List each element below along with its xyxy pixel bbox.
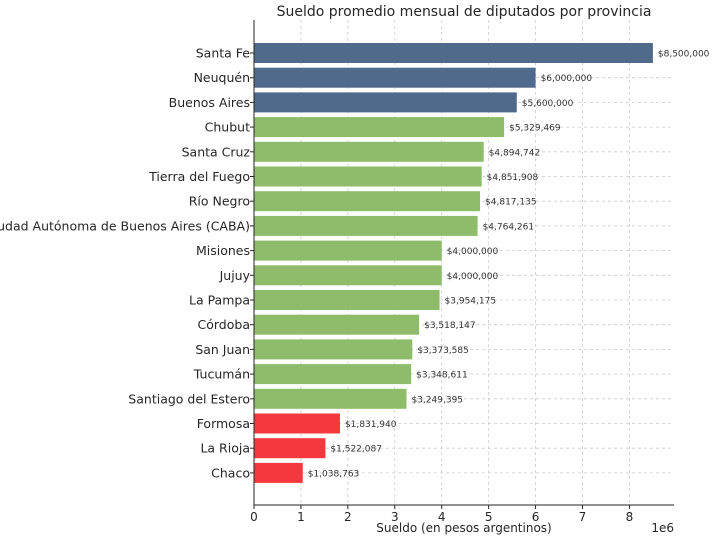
value-label: $3,348,611: [416, 371, 468, 381]
category-label: Río Negro: [189, 194, 250, 209]
bar: [254, 240, 442, 261]
bar: [254, 67, 536, 88]
bar: [254, 191, 481, 212]
value-label: $5,600,000: [522, 99, 574, 109]
bar: [254, 438, 326, 459]
bar: [254, 215, 478, 236]
bar: [254, 462, 303, 483]
bar: [254, 166, 482, 187]
x-tick-label: 3: [391, 510, 399, 524]
chart-title: Sueldo promedio mensual de diputados por…: [277, 4, 652, 20]
bar: [254, 339, 413, 360]
x-scale-label: 1e6: [651, 521, 674, 535]
category-label: Chubut: [205, 120, 250, 135]
category-labels: Santa Fe Neuquén Buenos Aires Chubut Santa C…: [0, 46, 254, 480]
x-tick-label: 6: [532, 510, 540, 524]
bar: [254, 117, 505, 138]
bar: [254, 265, 442, 286]
x-tick-label: 2: [344, 510, 352, 524]
category-label: La Pampa: [189, 293, 250, 308]
category-label: Jujuy: [219, 268, 251, 283]
category-label: Tierra del Fuego: [148, 169, 250, 184]
value-label: $4,764,261: [483, 222, 535, 232]
bar: [254, 314, 420, 335]
value-label: $4,000,000: [447, 272, 499, 282]
x-ticks: 0 1 2 3 4 5 6 7 8: [250, 505, 633, 524]
x-axis-label: Sueldo (en pesos argentinos): [376, 521, 551, 535]
value-label: $4,851,908: [487, 173, 539, 183]
x-tick-label: 4: [438, 510, 446, 524]
value-label: $3,373,585: [417, 346, 469, 356]
x-tick-label: 0: [250, 510, 258, 524]
category-label: Santa Fe: [196, 46, 251, 61]
category-label: Santiago del Estero: [128, 391, 250, 406]
value-label: $4,000,000: [447, 247, 499, 257]
category-label: Buenos Aires: [169, 95, 250, 110]
category-label: Ciudad Autónoma de Buenos Aires (CABA): [0, 218, 250, 233]
category-label: Misiones: [196, 243, 250, 258]
value-label: $4,894,742: [489, 148, 541, 158]
category-label: Neuquén: [194, 70, 250, 85]
value-label: $5,329,469: [509, 124, 561, 134]
category-label: Chaco: [211, 465, 250, 480]
bar: [254, 92, 517, 113]
value-label: $6,000,000: [541, 74, 593, 84]
value-label: $3,249,395: [411, 395, 463, 405]
bar: [254, 388, 407, 409]
value-labels: $8,500,000 $6,000,000 $5,600,000 $5,329,469…: [308, 50, 710, 480]
value-label: $4,817,135: [485, 198, 537, 208]
category-label: Córdoba: [198, 317, 250, 332]
x-tick-label: 1: [297, 510, 305, 524]
category-label: Santa Cruz: [182, 144, 251, 159]
value-label: $8,500,000: [658, 50, 710, 60]
bars: [254, 43, 653, 483]
x-tick-label: 8: [626, 510, 634, 524]
bar: [254, 43, 653, 63]
bar: [254, 413, 340, 434]
x-tick-label: 7: [579, 510, 587, 524]
value-label: $1,522,087: [330, 445, 382, 455]
bar: [254, 364, 412, 385]
value-label: $1,831,940: [345, 420, 397, 430]
category-label: Tucumán: [193, 367, 250, 382]
value-label: $3,518,147: [424, 321, 476, 331]
category-label: Formosa: [197, 416, 250, 431]
category-label: La Rioja: [200, 441, 250, 456]
bar: [254, 290, 440, 310]
category-label: San Juan: [195, 342, 250, 357]
bar: [254, 141, 484, 162]
x-tick-label: 5: [485, 510, 493, 524]
value-label: $1,038,763: [308, 469, 360, 479]
value-label: $3,954,175: [445, 297, 497, 307]
